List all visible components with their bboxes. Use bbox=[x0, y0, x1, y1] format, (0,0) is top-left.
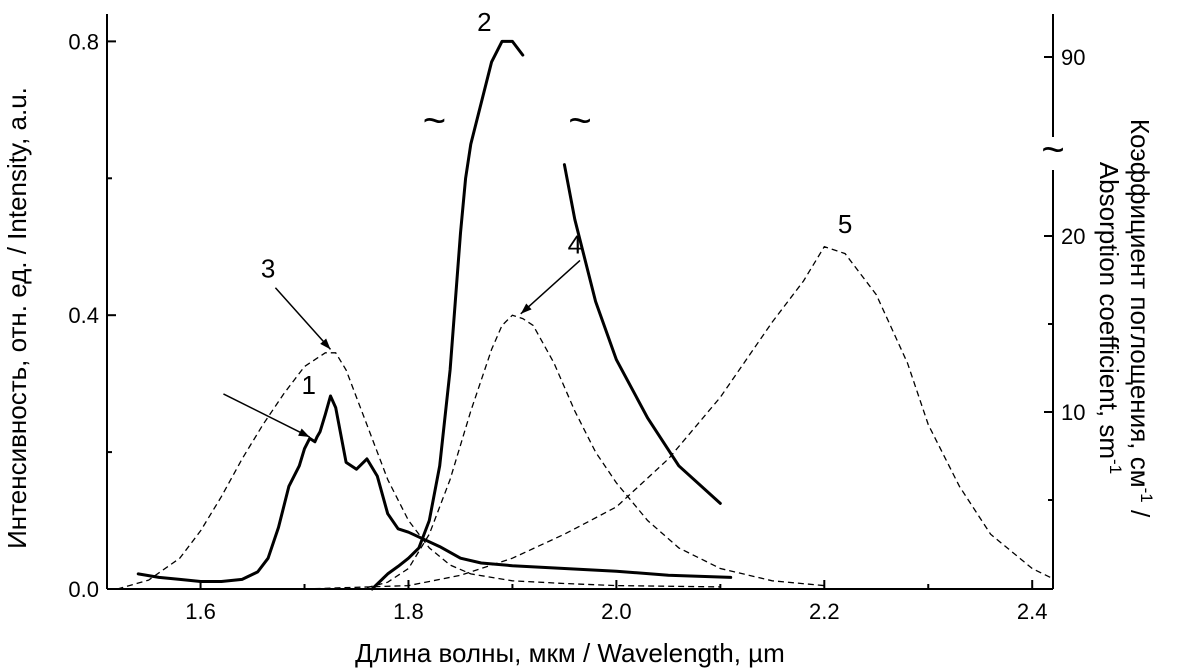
series-5-line bbox=[304, 245, 1054, 590]
y2-tick-label: 90 bbox=[1061, 45, 1085, 70]
series-1-line bbox=[136, 394, 733, 583]
series-4-line bbox=[366, 314, 825, 589]
curve-1-pointer-head bbox=[298, 428, 310, 438]
y2-axis-title: Коэффициент поглощения, см-1 / bbox=[1125, 119, 1156, 518]
curve-label-2: 2 bbox=[477, 7, 491, 37]
curve-label-4: 4 bbox=[568, 230, 582, 260]
x-tick-label: 2.2 bbox=[809, 599, 840, 624]
y2-axis-break-mark: ~ bbox=[1041, 128, 1064, 172]
x-tick-label: 2.4 bbox=[1017, 599, 1048, 624]
axes-layer: ~ bbox=[106, 14, 1065, 590]
curve-label-1: 1 bbox=[301, 370, 315, 400]
curve-labels: ~ ~1 2 3 4 5 bbox=[223, 7, 852, 438]
curve-4-pointer-head bbox=[520, 303, 532, 314]
x-axis-title: Длина волны, мкм / Wavelength, µm bbox=[355, 638, 785, 668]
curve-3-pointer-head bbox=[320, 338, 331, 350]
x-tick-label: 1.6 bbox=[185, 599, 216, 624]
y-axis-title: Интенсивность, отн. ед. / Intensity, a.u… bbox=[2, 87, 32, 549]
curve-label-5: 5 bbox=[838, 209, 852, 239]
y-tick-label: 0.0 bbox=[68, 577, 99, 602]
plot-area: 1.6 1.8 2.0 2.2 2.4 0.0 0.4 0.8 10 20 90 ~ ~ ~1 2 3 4 5 bbox=[68, 7, 1085, 624]
y-tick-label: 0.8 bbox=[68, 29, 99, 54]
x-tick-label: 1.8 bbox=[393, 599, 424, 624]
series-2-line-segment-1 bbox=[370, 39, 525, 591]
curve-label-3: 3 bbox=[261, 254, 275, 284]
x-tick-label: 2.0 bbox=[601, 599, 632, 624]
curve-3-pointer bbox=[274, 287, 332, 350]
series-2-break-mark-right: ~ bbox=[568, 99, 591, 143]
y2-unit-exponent-en: -1 bbox=[1106, 459, 1125, 474]
y2-tick-label: 10 bbox=[1061, 400, 1085, 425]
curve-4-pointer bbox=[520, 259, 581, 315]
y2-tick-label: 20 bbox=[1061, 224, 1085, 249]
ticks-layer: 1.6 1.8 2.0 2.2 2.4 0.0 0.4 0.8 10 20 90 bbox=[68, 29, 1085, 624]
series-3-line bbox=[117, 352, 721, 590]
y2-unit-exponent: -1 bbox=[1137, 488, 1156, 503]
y2-axis-title-en: Absorption coefficient, sm-1 bbox=[1094, 162, 1125, 474]
series-2-break-mark-left: ~ bbox=[423, 99, 446, 143]
y-tick-label: 0.4 bbox=[68, 303, 99, 328]
series-2-line-segment-2 bbox=[562, 163, 722, 505]
curve-1-pointer bbox=[223, 393, 311, 438]
series-layer bbox=[117, 39, 1054, 591]
